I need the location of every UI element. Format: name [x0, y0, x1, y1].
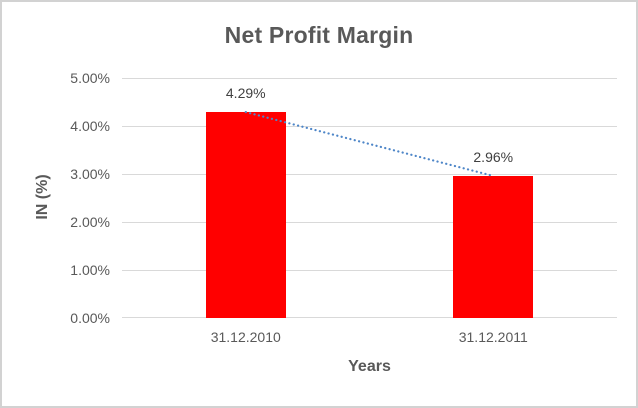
- plot-area: 4.29% 2.96%: [122, 78, 617, 318]
- gridline: [122, 126, 617, 127]
- y-tick-label: 2.00%: [70, 214, 110, 230]
- y-tick-label: 1.00%: [70, 262, 110, 278]
- gridline: [122, 78, 617, 79]
- y-tick-label: 4.00%: [70, 118, 110, 134]
- chart-title: Net Profit Margin: [224, 22, 414, 48]
- x-tick-label: 31.12.2010: [210, 329, 281, 345]
- y-tick-label: 0.00%: [70, 310, 110, 326]
- data-label: 2.96%: [473, 148, 514, 165]
- y-tick-label: 5.00%: [70, 70, 110, 86]
- x-axis-line: [122, 317, 617, 318]
- x-axis-title: Years: [348, 358, 391, 375]
- gridline: [122, 270, 617, 271]
- gridline: [122, 174, 617, 175]
- data-label: 4.29%: [225, 85, 266, 102]
- gridline: [122, 222, 617, 223]
- y-tick-label: 3.00%: [70, 166, 110, 182]
- bar-31.12.2011[interactable]: [453, 175, 534, 318]
- trendline[interactable]: [122, 78, 617, 318]
- bar-31.12.2010[interactable]: [205, 112, 286, 318]
- x-tick-label: 31.12.2011: [458, 329, 528, 345]
